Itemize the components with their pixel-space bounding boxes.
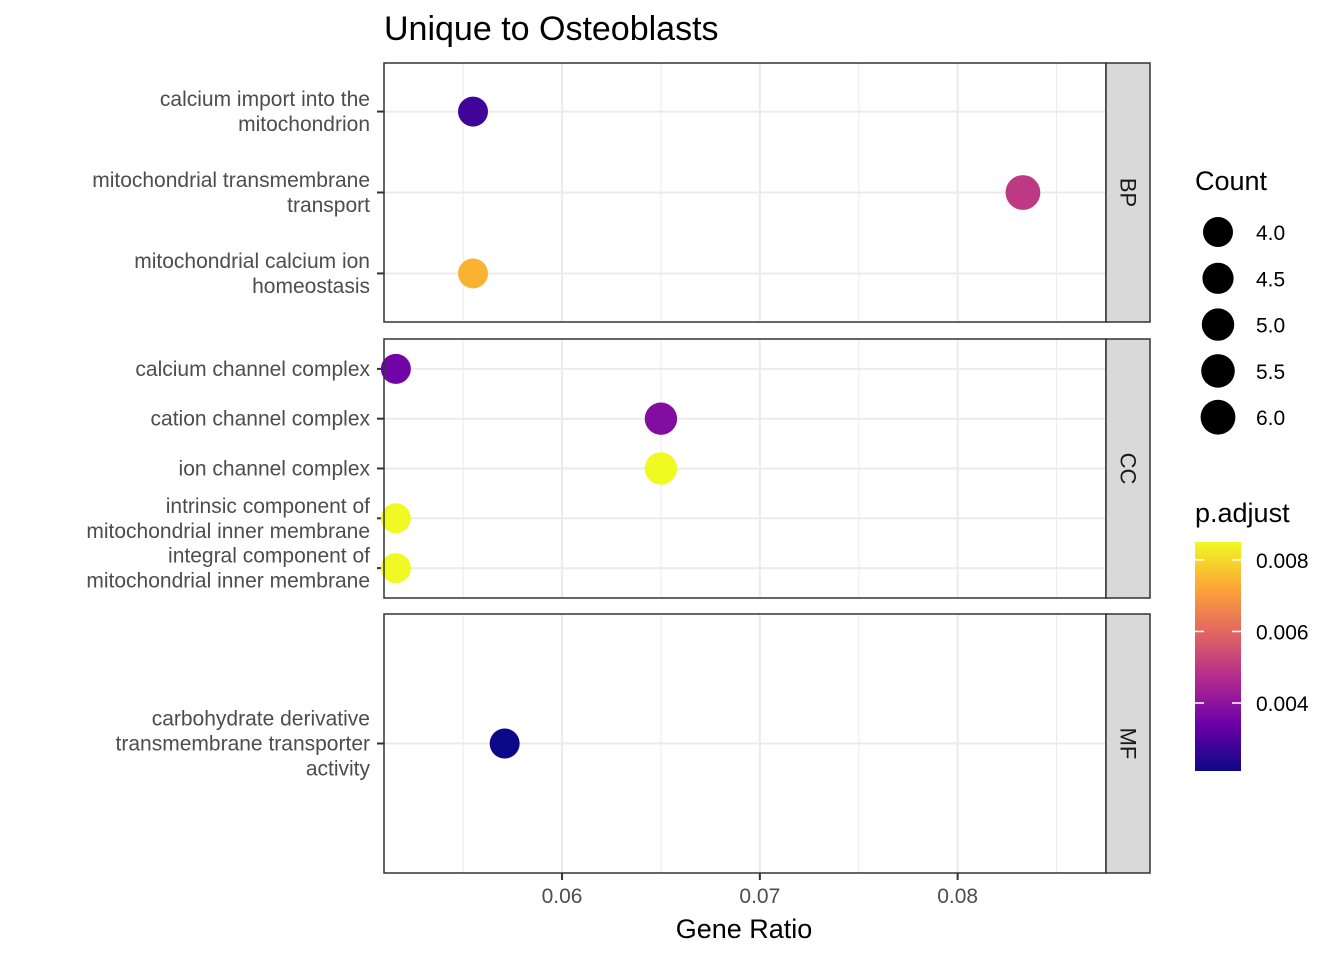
- y-tick-label: intrinsic component of mitochondrial inne…: [86, 495, 370, 543]
- facet-panel-mf: carbohydrate derivative transmembrane tra…: [116, 613, 1151, 874]
- y-tick-label-line: homeostasis: [252, 275, 370, 298]
- y-tick-label-line: ion channel complex: [179, 458, 371, 481]
- count-legend-key: [1202, 262, 1234, 294]
- facet-strip: [1105, 338, 1151, 599]
- y-tick-label: cation channel complex: [151, 408, 371, 431]
- y-tick-label-line: integral component of: [168, 545, 370, 568]
- data-point: [458, 96, 489, 127]
- x-tick-label: 0.06: [542, 885, 583, 908]
- count-legend-key: [1201, 354, 1235, 388]
- y-tick-label-line: mitochondrial inner membrane: [86, 570, 370, 593]
- count-legend: Count 4.0 4.5 5.0 5.5 6.0: [1195, 166, 1285, 435]
- y-tick-label: ion channel complex: [179, 458, 371, 481]
- facet-strip-label: CC: [1116, 453, 1141, 485]
- count-legend-key: [1201, 308, 1235, 341]
- x-axis-title: Gene Ratio: [676, 914, 813, 944]
- p-adjust-legend: p.adjust 0.004 0.006 0.008: [1195, 498, 1309, 771]
- y-tick-label-line: intrinsic component of: [166, 495, 370, 518]
- facet-strip: [1105, 62, 1151, 323]
- count-legend-label: 5.5: [1256, 361, 1285, 384]
- y-tick-label: mitochondrial transmembrane transport: [92, 169, 370, 217]
- y-tick-label-line: mitochondrial transmembrane: [92, 169, 370, 192]
- y-tick-label: integral component of mitochondrial inner…: [86, 545, 370, 593]
- data-point: [644, 452, 678, 485]
- data-point: [380, 503, 411, 534]
- colorbar-tick-label: 0.006: [1256, 621, 1309, 644]
- y-tick-label-line: transmembrane transporter: [116, 733, 370, 756]
- data-point: [1005, 175, 1041, 210]
- data-point: [644, 402, 678, 435]
- data-point: [458, 258, 489, 289]
- chart-title: Unique to Osteoblasts: [384, 10, 719, 48]
- y-tick-label: mitochondrial calcium ion homeostasis: [134, 250, 370, 298]
- y-tick-label: carbohydrate derivative transmembrane tra…: [116, 708, 371, 781]
- facet-strip-label: MF: [1116, 728, 1141, 760]
- count-legend-key: [1203, 217, 1233, 247]
- y-tick-label-line: transport: [287, 194, 370, 217]
- y-tick-label-line: cation channel complex: [151, 408, 371, 431]
- facet-strip-label: BP: [1116, 178, 1141, 207]
- facet-panels: calcium import into the mitochondrionmito…: [86, 62, 1151, 874]
- data-point: [489, 728, 520, 759]
- facet-panel-bp: calcium import into the mitochondrionmito…: [92, 62, 1151, 323]
- count-legend-label: 5.0: [1256, 315, 1285, 338]
- count-legend-key: [1200, 399, 1236, 435]
- count-legend-title: Count: [1195, 166, 1268, 196]
- count-legend-label: 6.0: [1256, 407, 1285, 430]
- y-tick-label-line: mitochondrial inner membrane: [86, 520, 370, 543]
- y-tick-label-line: carbohydrate derivative: [152, 708, 370, 731]
- count-legend-label: 4.5: [1256, 268, 1285, 291]
- facet-panel-cc: calcium channel complex cation channel co…: [86, 338, 1151, 599]
- colorbar: [1195, 542, 1241, 771]
- x-tick-label: 0.07: [739, 885, 780, 908]
- colorbar-tick-label: 0.008: [1256, 550, 1309, 573]
- y-tick-label-line: mitochondrion: [238, 113, 370, 136]
- data-point: [380, 353, 411, 384]
- y-tick-label: calcium import into the mitochondrion: [160, 88, 370, 136]
- x-axis: 0.06 0.07 0.08: [542, 873, 978, 908]
- y-tick-label-line: calcium channel complex: [135, 358, 370, 381]
- count-legend-label: 4.0: [1256, 222, 1285, 245]
- y-tick-label-line: calcium import into the: [160, 88, 370, 111]
- x-tick-label: 0.08: [937, 885, 978, 908]
- p-adjust-legend-title: p.adjust: [1195, 498, 1290, 528]
- colorbar-tick-label: 0.004: [1256, 693, 1309, 716]
- y-tick-label: calcium channel complex: [135, 358, 370, 381]
- y-tick-label-line: mitochondrial calcium ion: [134, 250, 370, 273]
- y-tick-label-line: activity: [306, 758, 371, 781]
- facet-strip: [1105, 613, 1151, 874]
- data-point: [380, 553, 411, 584]
